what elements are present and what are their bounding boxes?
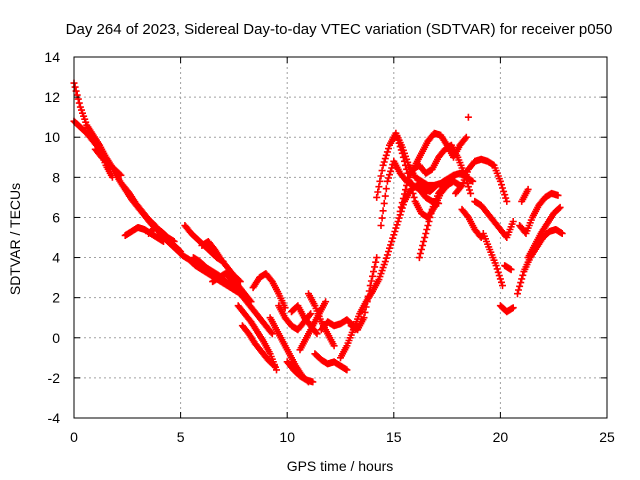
data-points [70,79,566,386]
x-tick-label: 10 [279,429,295,445]
axis-ticks [73,56,608,419]
x-axis-label: GPS time / hours [287,458,394,474]
plot-frame [73,56,608,419]
y-tick-label: 6 [52,209,60,225]
y-tick-label: 10 [44,129,60,145]
y-tick-label: 8 [52,169,60,185]
y-tick-label: -2 [48,370,61,386]
y-tick-label: 12 [44,89,60,105]
x-tick-label: 15 [386,429,402,445]
x-tick-labels: 0 5 10 15 20 25 [70,429,615,445]
y-tick-label: 14 [44,49,60,65]
grid-lines [74,57,607,418]
x-tick-label: 20 [493,429,509,445]
y-tick-labels: -4 -2 0 2 4 6 8 10 12 14 [44,49,60,426]
y-tick-label: 0 [52,330,60,346]
y-tick-label: -4 [48,410,61,426]
scatter-points [70,79,566,386]
x-tick-label: 5 [177,429,185,445]
x-tick-label: 0 [70,429,78,445]
y-tick-label: 2 [52,290,60,306]
y-tick-label: 4 [52,250,60,266]
x-tick-label: 25 [599,429,615,445]
y-axis-label: SDTVAR / TECUs [7,183,23,295]
chart-title: Day 264 of 2023, Sidereal Day-to-day VTE… [66,21,613,38]
